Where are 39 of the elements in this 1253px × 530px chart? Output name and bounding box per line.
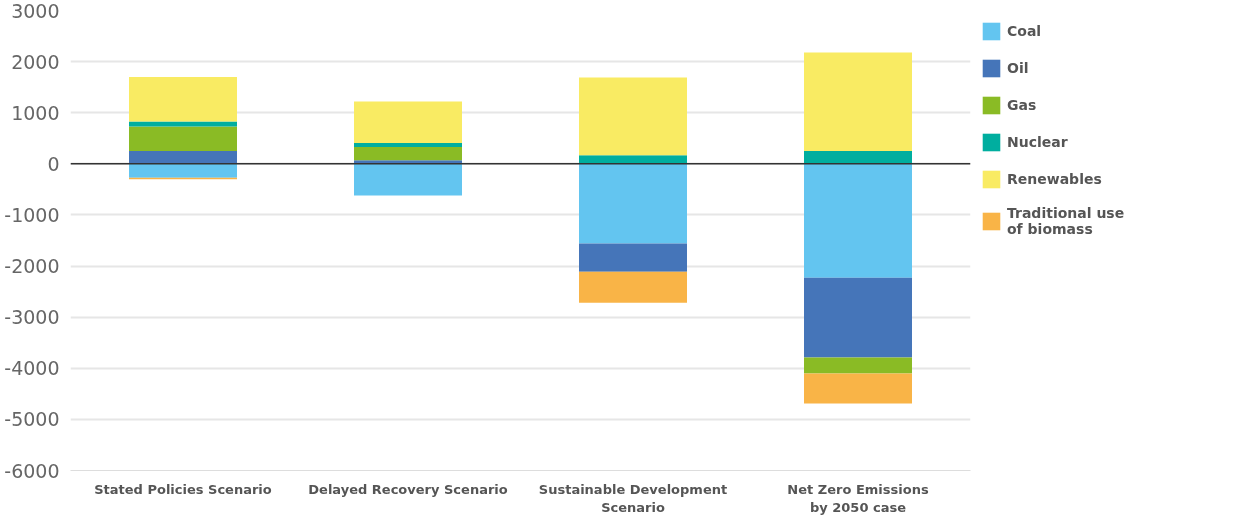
legend-label: Gas [1007,97,1037,113]
x-tick-label: Sustainable Development Scenario [538,481,728,515]
bar [804,52,912,152]
y-tick-label: -2000 [4,255,60,278]
bar [804,357,912,374]
bar [579,163,687,244]
y-tick-label: -4000 [4,357,60,380]
y-tick-label: 0 [47,152,60,175]
bar [129,151,237,164]
legend-label: Nuclear [1007,134,1068,150]
x-tick-label: Stated Policies Scenario [94,481,272,497]
legend-label: Traditional use of biomass [1007,205,1125,237]
legend-label: Renewables [1007,171,1102,187]
bar [354,142,462,147]
legend-label: Oil [1007,60,1029,76]
y-tick-label: 3000 [11,0,60,22]
y-tick-label: 2000 [11,50,60,73]
y-tick-label: -6000 [4,459,60,482]
y-tick-label: -3000 [4,306,60,329]
bar [579,271,687,303]
y-tick-label: 1000 [11,101,60,124]
bar [129,163,237,178]
bar [354,146,462,161]
legend-label: Coal [1007,23,1042,39]
bar [579,77,687,156]
x-tick-label: Net Zero Emissions by 2050 case [787,481,929,515]
bar [804,151,912,164]
bar [129,76,237,122]
bar [129,126,237,152]
x-tick-label: Delayed Recovery Scenario [308,481,508,497]
bar [354,101,462,143]
y-tick-label: -5000 [4,408,60,431]
bar [354,163,462,196]
bar [579,243,687,272]
bar [129,121,237,127]
y-tick-label: -1000 [4,203,60,226]
bar [804,163,912,278]
bar [804,373,912,404]
bar [804,277,912,358]
